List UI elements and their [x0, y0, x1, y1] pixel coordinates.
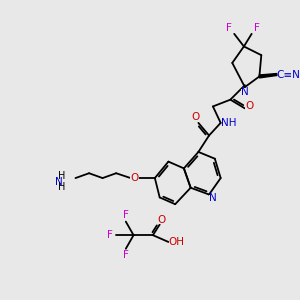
Bar: [226, 26, 233, 32]
Text: H: H: [58, 171, 66, 181]
Text: O: O: [158, 215, 166, 225]
Bar: [245, 103, 254, 110]
Text: F: F: [254, 23, 260, 33]
Text: F: F: [107, 230, 113, 240]
Text: N: N: [241, 87, 249, 97]
Bar: [253, 26, 260, 32]
Text: F: F: [123, 210, 129, 220]
Text: OH: OH: [168, 237, 184, 247]
Text: O: O: [246, 101, 254, 111]
Bar: [106, 232, 114, 238]
Text: H: H: [58, 182, 66, 192]
Bar: [122, 251, 130, 258]
Bar: [169, 238, 183, 245]
Text: O: O: [191, 112, 200, 122]
Bar: [130, 175, 139, 182]
Bar: [191, 116, 200, 122]
Bar: [157, 217, 166, 224]
Text: F: F: [226, 23, 232, 33]
Bar: [56, 172, 68, 180]
Text: NH: NH: [221, 118, 236, 128]
Polygon shape: [260, 74, 277, 78]
Bar: [122, 212, 130, 219]
Text: N: N: [55, 177, 63, 187]
Text: C≡N: C≡N: [277, 70, 300, 80]
Text: N: N: [209, 194, 217, 203]
Bar: [241, 88, 249, 95]
Bar: [280, 70, 297, 78]
Bar: [222, 119, 235, 127]
Bar: [208, 194, 217, 202]
Text: F: F: [123, 250, 129, 260]
Text: O: O: [130, 173, 139, 183]
